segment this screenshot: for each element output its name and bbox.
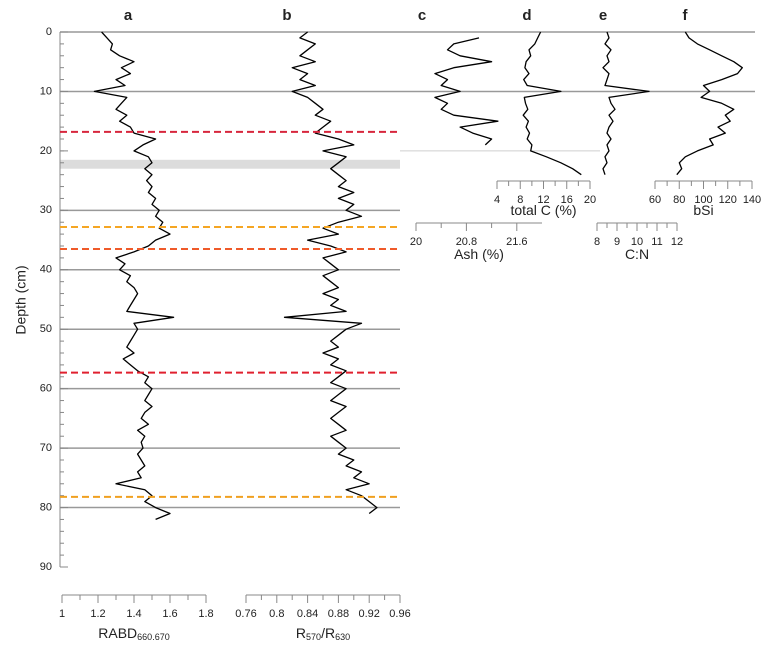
- x-tick-label: 12: [671, 236, 683, 248]
- x-tick-label: 10: [631, 236, 643, 248]
- panel-title: a: [124, 7, 133, 24]
- x-tick-label: 20: [584, 194, 596, 206]
- y-axis-label: Depth (cm): [13, 265, 29, 334]
- x-tick-label: 120: [719, 194, 737, 206]
- x-tick-label: 9: [614, 236, 620, 248]
- y-tick-label: 80: [40, 501, 52, 513]
- x-axis-label-part: total C (%): [510, 202, 576, 218]
- x-tick-label: 1.2: [90, 608, 105, 620]
- x-axis-label-part: bSi: [693, 202, 713, 218]
- panel-title: b: [282, 7, 291, 24]
- y-tick-label: 90: [40, 561, 52, 573]
- x-axis-label-part: 570: [306, 632, 321, 642]
- x-tick-label: 0.96: [389, 608, 410, 620]
- x-tick-label: 140: [743, 194, 761, 206]
- x-tick-label: 0.76: [235, 608, 256, 620]
- x-axis-label: bSi: [693, 202, 713, 218]
- panel-title: e: [599, 7, 607, 24]
- x-tick-label: 0.8: [269, 608, 284, 620]
- x-tick-label: 11: [651, 236, 662, 248]
- x-axis-label-part: RABD: [98, 625, 137, 641]
- x-tick-label: 1.6: [162, 608, 177, 620]
- panel-title: c: [418, 7, 426, 24]
- x-axis-label-part: 660.670: [137, 632, 170, 642]
- x-axis-label-part: R: [296, 625, 306, 641]
- profile-line: [676, 31, 743, 176]
- profile-line: [522, 31, 582, 176]
- profile-line: [93, 31, 175, 521]
- x-tick-label: 12: [537, 194, 549, 206]
- y-tick-label: 10: [40, 85, 52, 97]
- x-tick-label: 0.92: [358, 608, 379, 620]
- y-tick-label: 0: [46, 26, 52, 38]
- x-axis-label: total C (%): [510, 202, 576, 218]
- x-tick-label: 16: [561, 194, 573, 206]
- y-tick-label: 70: [40, 442, 52, 454]
- x-tick-label: 1.8: [198, 608, 213, 620]
- x-axis-label: C:N: [625, 246, 649, 262]
- x-axis-label: RABD660.670: [98, 625, 169, 643]
- y-tick-label: 40: [40, 264, 52, 276]
- y-tick-label: 50: [40, 323, 52, 335]
- x-axis-label-part: Ash (%): [454, 246, 504, 262]
- profile-line: [602, 31, 650, 175]
- profile-line: [283, 31, 378, 515]
- panel-title: d: [522, 7, 531, 24]
- x-axis-label-part: C:N: [625, 246, 649, 262]
- panel-title: f: [683, 7, 689, 24]
- x-tick-label: 20: [410, 236, 422, 248]
- x-tick-label: 21.6: [506, 236, 527, 248]
- x-tick-label: 1: [59, 608, 65, 620]
- x-tick-label: 20.8: [456, 236, 477, 248]
- x-tick-label: 100: [694, 194, 712, 206]
- x-tick-label: 80: [673, 194, 685, 206]
- x-axis-label: R570/R630: [296, 625, 350, 643]
- x-tick-label: 0.84: [297, 608, 318, 620]
- x-axis-label: Ash (%): [454, 246, 504, 262]
- x-tick-label: 1.4: [126, 608, 141, 620]
- y-tick-label: 20: [40, 145, 52, 157]
- x-tick-label: 8: [594, 236, 600, 248]
- x-tick-label: 0.88: [328, 608, 349, 620]
- y-tick-label: 60: [40, 383, 52, 395]
- x-axis-label-part: /R: [321, 625, 335, 641]
- y-tick-label: 30: [40, 204, 52, 216]
- x-tick-label: 60: [649, 194, 661, 206]
- profile-line: [434, 37, 499, 146]
- x-axis-label-part: 630: [335, 632, 350, 642]
- shaded-band: [60, 159, 400, 169]
- x-tick-label: 4: [494, 194, 500, 206]
- x-tick-label: 8: [517, 194, 523, 206]
